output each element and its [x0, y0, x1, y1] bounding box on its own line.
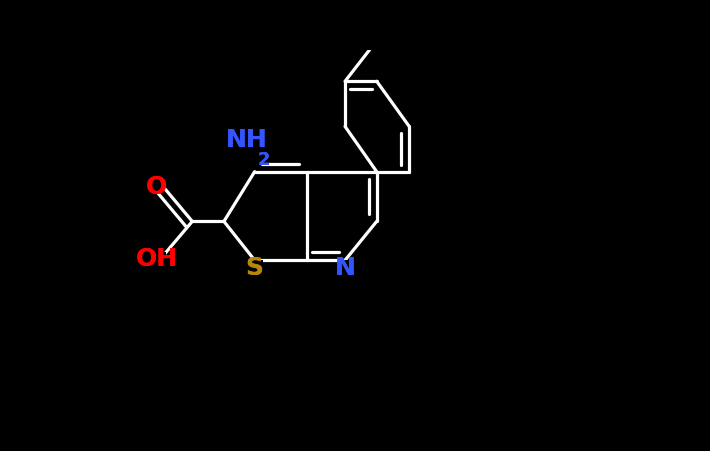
FancyBboxPatch shape	[338, 261, 352, 273]
FancyBboxPatch shape	[363, 32, 390, 51]
Text: OH: OH	[136, 246, 178, 270]
Text: NH: NH	[226, 128, 268, 152]
Text: N: N	[334, 255, 356, 279]
Text: S: S	[246, 255, 263, 279]
Text: N: N	[334, 255, 356, 279]
Text: 2: 2	[258, 151, 271, 169]
FancyBboxPatch shape	[233, 133, 260, 146]
FancyBboxPatch shape	[151, 181, 163, 192]
Text: NH: NH	[226, 128, 268, 152]
Text: S: S	[246, 255, 263, 279]
Text: O: O	[146, 175, 167, 199]
Text: 2: 2	[258, 151, 271, 169]
Text: OH: OH	[136, 246, 178, 270]
FancyBboxPatch shape	[246, 261, 263, 273]
FancyBboxPatch shape	[148, 253, 166, 263]
Text: O: O	[146, 175, 167, 199]
